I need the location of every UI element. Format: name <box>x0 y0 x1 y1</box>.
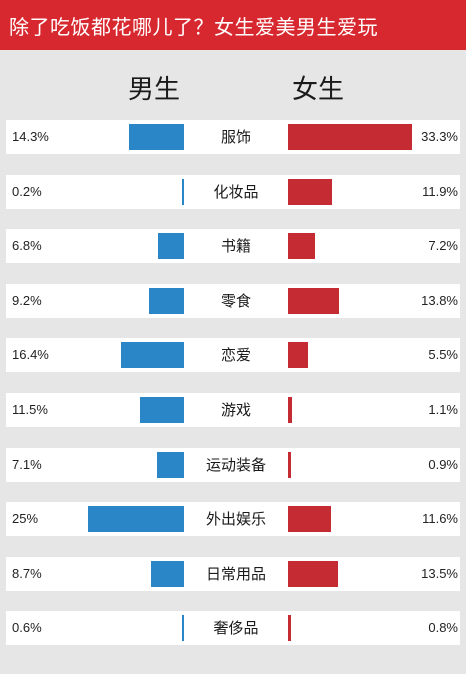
female-value-label: 0.9% <box>428 448 458 482</box>
category-label: 外出娱乐 <box>186 502 286 536</box>
male-value-label: 7.1% <box>12 448 42 482</box>
chart-row: 0.6% 奢侈品 0.8% <box>0 611 466 645</box>
female-value-label: 11.9% <box>422 175 458 209</box>
male-value-label: 0.6% <box>12 611 42 645</box>
chart-row: 0.2% 化妆品 11.9% <box>0 175 466 209</box>
male-bar <box>158 233 184 259</box>
female-bar <box>288 233 315 259</box>
female-value-label: 0.8% <box>428 611 458 645</box>
chart-row: 9.2% 零食 13.8% <box>0 284 466 318</box>
title-bar: 除了吃饭都花哪儿了？女生爱美男生爱玩 <box>0 0 466 50</box>
category-label: 化妆品 <box>186 175 286 209</box>
male-bar <box>88 506 184 532</box>
female-bar <box>288 452 291 478</box>
chart-row: 11.5% 游戏 1.1% <box>0 393 466 427</box>
male-bar <box>182 615 184 641</box>
chart-row: 6.8% 书籍 7.2% <box>0 229 466 263</box>
male-bar <box>121 342 184 368</box>
male-bar <box>149 288 184 314</box>
category-label: 奢侈品 <box>186 611 286 645</box>
category-label: 日常用品 <box>186 557 286 591</box>
male-value-label: 16.4% <box>12 338 49 372</box>
female-value-label: 1.1% <box>428 393 458 427</box>
male-legend-label: 男生 <box>114 75 194 105</box>
female-value-label: 5.5% <box>428 338 458 372</box>
female-value-label: 13.8% <box>421 284 458 318</box>
female-value-label: 33.3% <box>421 120 458 154</box>
category-label: 游戏 <box>186 393 286 427</box>
chart-row: 25% 外出娱乐 11.6% <box>0 502 466 536</box>
male-value-label: 25% <box>12 502 38 536</box>
male-value-label: 14.3% <box>12 120 49 154</box>
chart-row: 16.4% 恋爱 5.5% <box>0 338 466 372</box>
male-bar <box>129 124 184 150</box>
female-bar <box>288 288 339 314</box>
chart-row: 14.3% 服饰 33.3% <box>0 120 466 154</box>
male-value-label: 6.8% <box>12 229 42 263</box>
male-bar <box>157 452 184 478</box>
male-bar <box>151 561 184 587</box>
male-value-label: 0.2% <box>12 175 42 209</box>
female-legend-label: 女生 <box>278 75 358 105</box>
female-bar <box>288 506 331 532</box>
male-value-label: 11.5% <box>12 393 48 427</box>
male-value-label: 9.2% <box>12 284 42 318</box>
chart-row: 7.1% 运动装备 0.9% <box>0 448 466 482</box>
category-label: 服饰 <box>186 120 286 154</box>
female-value-label: 11.6% <box>422 502 458 536</box>
female-bar <box>288 179 332 205</box>
category-label: 运动装备 <box>186 448 286 482</box>
category-label: 零食 <box>186 284 286 318</box>
female-value-label: 13.5% <box>421 557 458 591</box>
female-bar <box>288 342 308 368</box>
female-bar <box>288 397 292 423</box>
male-bar <box>182 179 184 205</box>
female-value-label: 7.2% <box>428 229 458 263</box>
male-value-label: 8.7% <box>12 557 42 591</box>
female-bar <box>288 124 412 150</box>
male-bar <box>140 397 184 423</box>
chart-title: 除了吃饭都花哪儿了？女生爱美男生爱玩 <box>0 11 378 40</box>
category-label: 书籍 <box>186 229 286 263</box>
chart-row: 8.7% 日常用品 13.5% <box>0 557 466 591</box>
female-bar <box>288 615 291 641</box>
category-label: 恋爱 <box>186 338 286 372</box>
female-bar <box>288 561 338 587</box>
